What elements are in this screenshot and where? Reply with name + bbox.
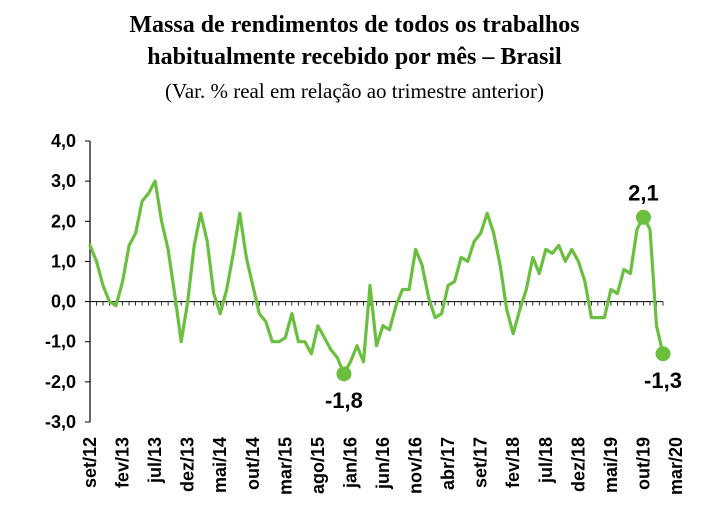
highlight-point bbox=[635, 209, 651, 225]
chart-title-line1: Massa de rendimentos de todos os trabalh… bbox=[129, 12, 580, 38]
y-tick-label: 1,0 bbox=[51, 251, 76, 271]
x-tick-label: mar/20 bbox=[666, 437, 686, 495]
data-label: -1,8 bbox=[325, 388, 363, 413]
x-tick-label: mai/14 bbox=[210, 437, 230, 493]
x-tick-label: fev/18 bbox=[503, 437, 523, 488]
y-tick-label: -3,0 bbox=[45, 412, 76, 432]
highlight-point bbox=[655, 346, 671, 362]
series-line bbox=[88, 179, 665, 376]
x-tick-label: dez/18 bbox=[568, 437, 588, 492]
y-tick-label: 2,0 bbox=[51, 211, 76, 231]
highlight-point bbox=[336, 366, 352, 382]
x-tick-label: mar/15 bbox=[275, 437, 295, 495]
x-tick-label: mai/19 bbox=[601, 437, 621, 493]
x-tick-label: nov/16 bbox=[406, 437, 426, 494]
x-tick-label: fev/13 bbox=[113, 437, 133, 488]
data-label: -1,3 bbox=[644, 368, 682, 393]
chart-subtitle: (Var. % real em relação ao trimestre ant… bbox=[165, 79, 544, 103]
x-tick-label: dez/13 bbox=[178, 437, 198, 492]
y-tick-label: 3,0 bbox=[51, 171, 76, 191]
x-tick-label: set/17 bbox=[471, 437, 491, 488]
y-tick-label: -2,0 bbox=[45, 372, 76, 392]
x-tick-label: abr/17 bbox=[438, 437, 458, 490]
x-tick-label: jun/16 bbox=[373, 437, 393, 490]
x-tick-label: ago/15 bbox=[308, 437, 328, 494]
data-label: 2,1 bbox=[628, 180, 659, 205]
x-tick-label: set/12 bbox=[80, 437, 100, 488]
y-tick-label: 4,0 bbox=[51, 131, 76, 151]
x-tick-label: jul/13 bbox=[145, 437, 165, 484]
y-tick-label: -1,0 bbox=[45, 332, 76, 352]
x-tick-label: out/14 bbox=[243, 437, 263, 490]
x-tick-label: out/19 bbox=[633, 437, 653, 490]
chart-title-line2: habitualmente recebido por mês – Brasil bbox=[147, 44, 562, 70]
x-tick-label: jul/18 bbox=[536, 437, 556, 484]
x-tick-label: jan/16 bbox=[340, 437, 360, 489]
y-tick-label: 0,0 bbox=[51, 292, 76, 312]
